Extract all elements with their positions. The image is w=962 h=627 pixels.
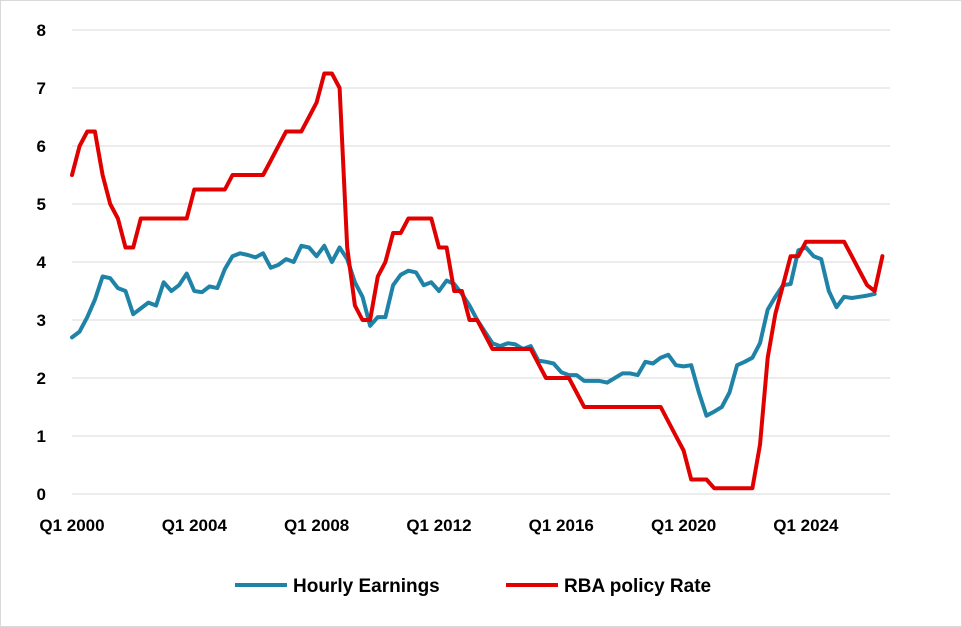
y-tick-label: 5 [37, 195, 46, 214]
x-tick-label: Q1 2000 [39, 516, 104, 535]
x-axis-tick-labels: Q1 2000 Q1 2004 Q1 2008 Q1 2012 Q1 2016 Q1 20… [39, 516, 839, 535]
y-tick-label: 6 [37, 137, 46, 156]
legend: Hourly Earnings RBA policy Rate [235, 576, 711, 597]
y-tick-label: 0 [37, 485, 46, 504]
series-lines [70, 71, 885, 491]
y-tick-label: 4 [37, 253, 47, 272]
x-tick-label: Q1 2016 [529, 516, 594, 535]
legend-label: Hourly Earnings [293, 576, 440, 597]
y-tick-label: 8 [37, 21, 46, 40]
x-tick-label: Q1 2008 [284, 516, 349, 535]
x-tick-label: Q1 2012 [406, 516, 471, 535]
series-line-rba-policy-rate [70, 71, 885, 491]
legend-label: RBA policy Rate [564, 576, 711, 597]
x-tick-label: Q1 2024 [773, 516, 839, 535]
x-tick-label: Q1 2020 [651, 516, 716, 535]
y-tick-label: 3 [37, 311, 46, 330]
y-axis-tick-labels: 0 1 2 3 4 5 6 7 8 [37, 21, 47, 504]
series-line-hourly-earnings [70, 243, 877, 418]
y-tick-label: 2 [37, 369, 46, 388]
y-tick-label: 1 [37, 427, 46, 446]
x-tick-label: Q1 2004 [162, 516, 228, 535]
gridlines [72, 29, 890, 437]
y-tick-label: 7 [37, 79, 46, 98]
